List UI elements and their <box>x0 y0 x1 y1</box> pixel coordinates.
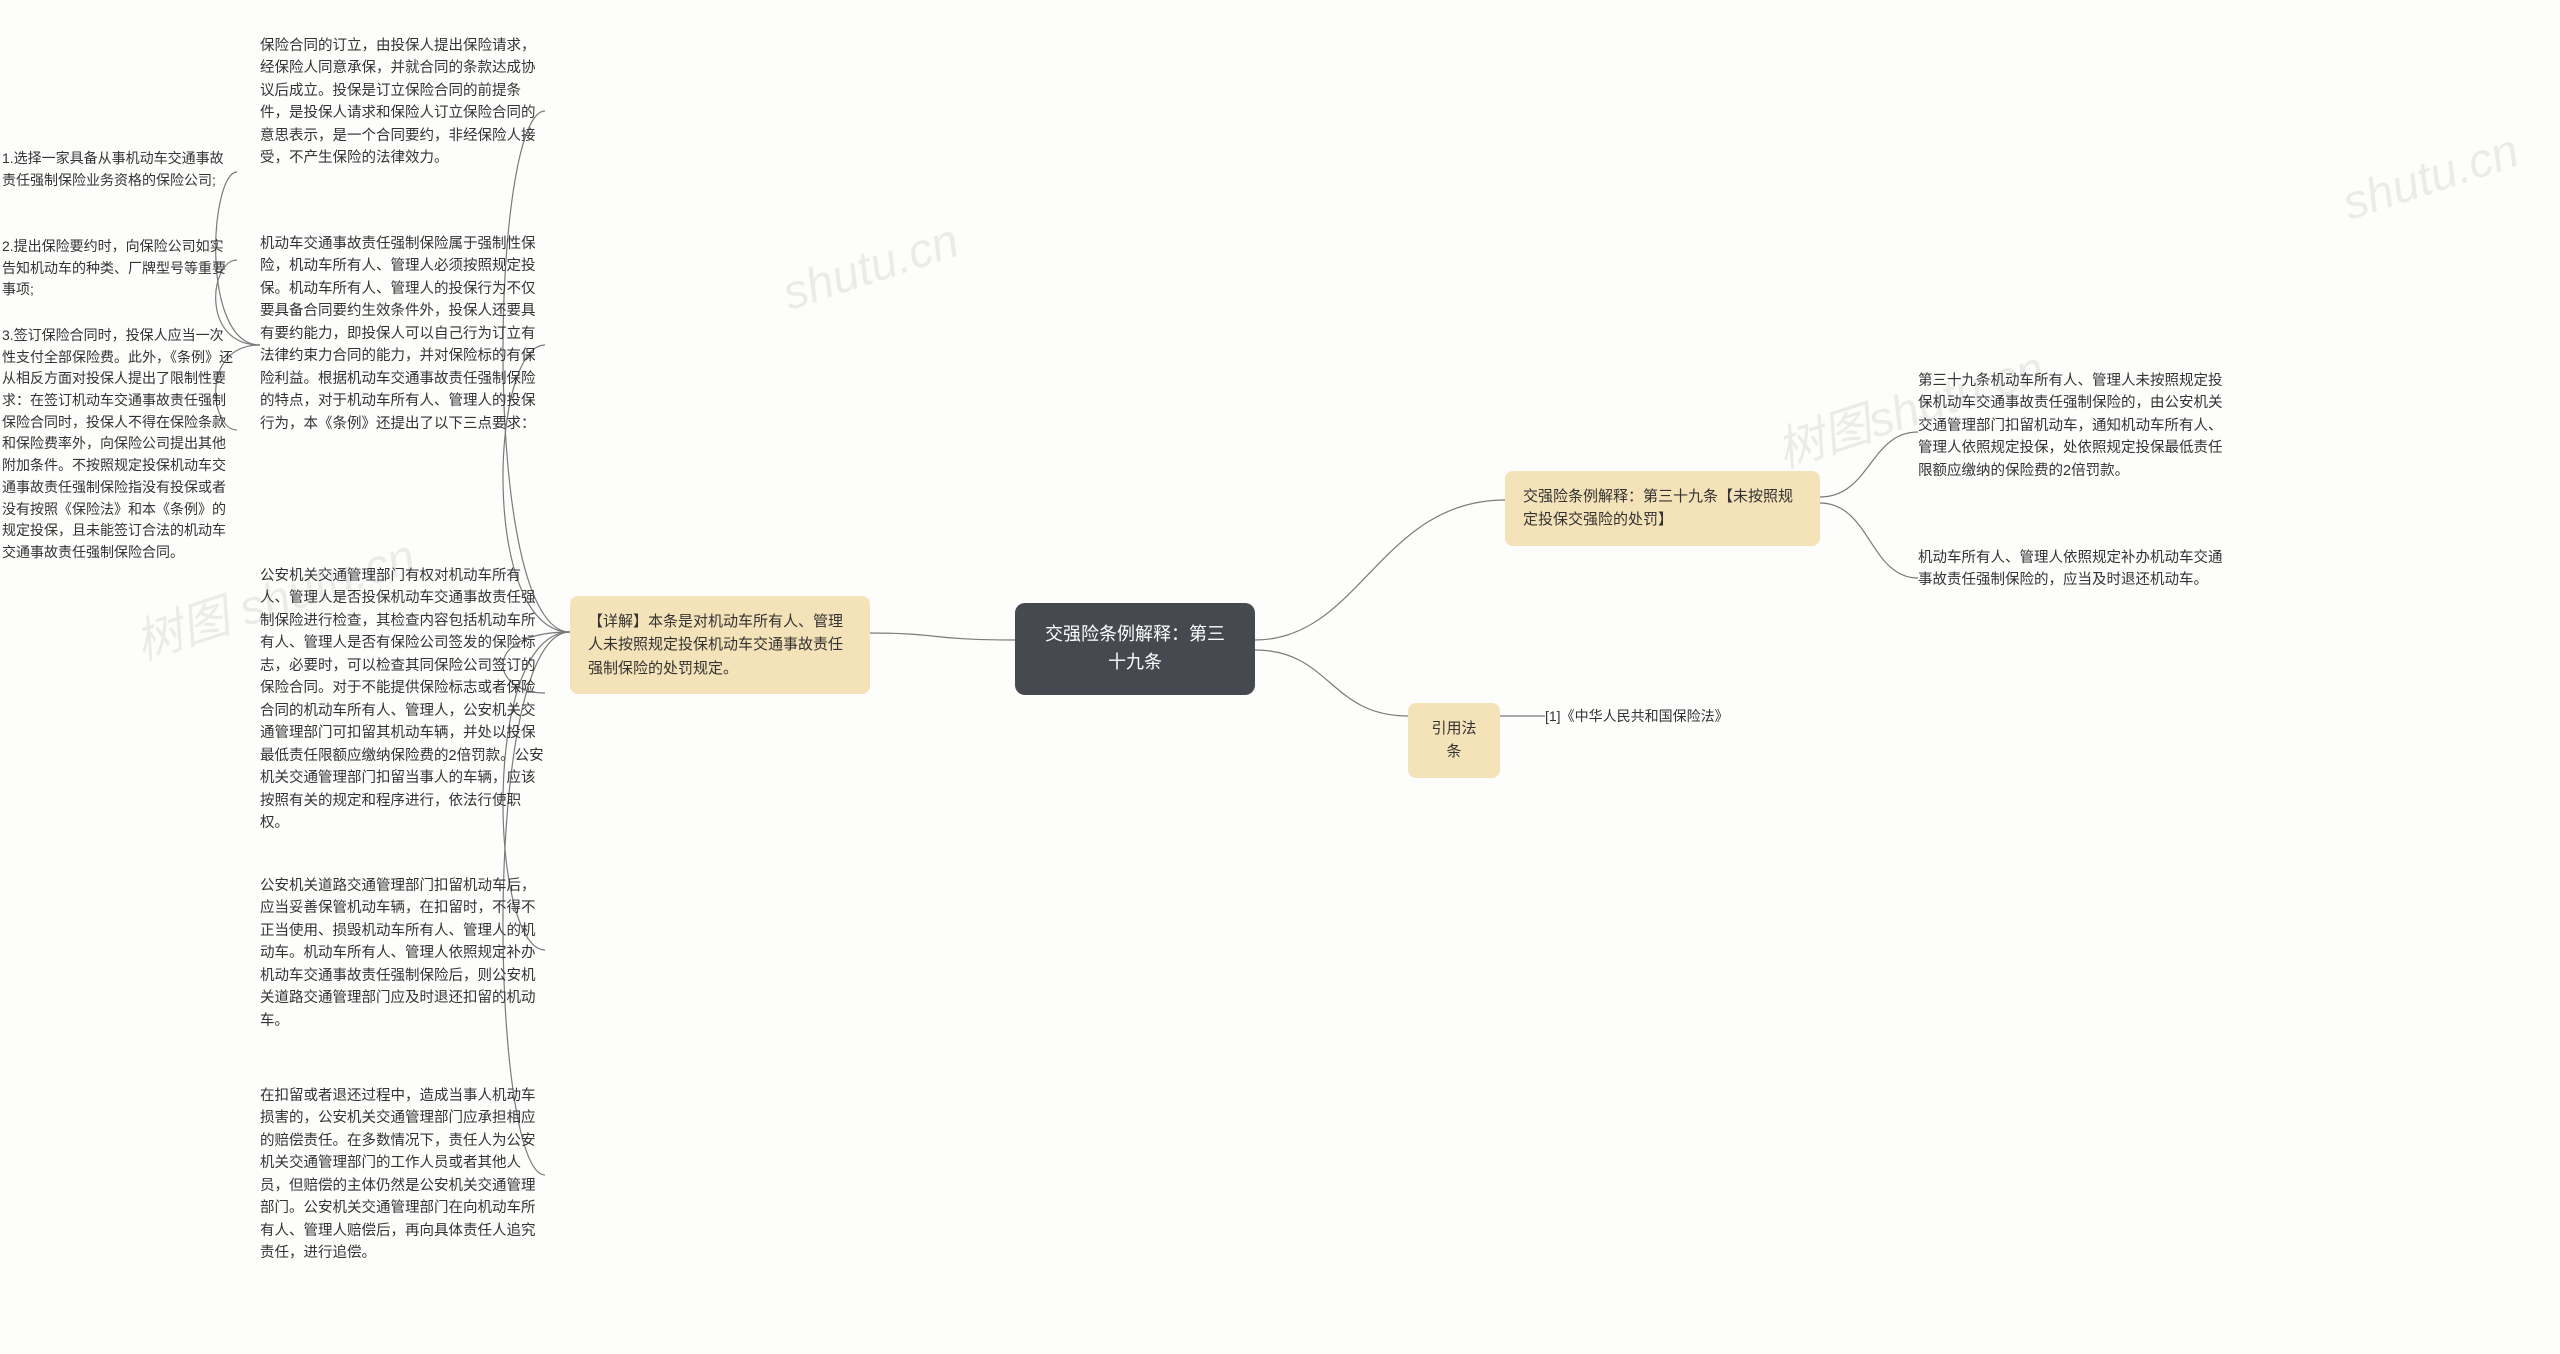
watermark: shutu.cn <box>2336 123 2526 231</box>
leaf-r1a: 第三十九条机动车所有人、管理人未按照规定投保机动车交通事故责任强制保险的，由公安… <box>1918 370 2223 482</box>
leaf-l1e: 在扣留或者退还过程中，造成当事人机动车损害的，公安机关交通管理部门应承担相应的赔… <box>260 1085 545 1265</box>
leaf-l1b1: 1.选择一家具备从事机动车交通事故责任强制保险业务资格的保险公司; <box>2 148 237 191</box>
leaf-l1d: 公安机关道路交通管理部门扣留机动车后，应当妥善保管机动车辆，在扣留时，不得不正当… <box>260 875 545 1032</box>
branch-left-explain[interactable]: 【详解】本条是对机动车所有人、管理人未按照规定投保机动车交通事故责任强制保险的处… <box>570 596 870 694</box>
watermark: shutu.cn <box>776 213 966 321</box>
leaf-l1c: 公安机关交通管理部门有权对机动车所有人、管理人是否投保机动车交通事故责任强制保险… <box>260 565 545 835</box>
root-node[interactable]: 交强险条例解释：第三十九条 <box>1015 603 1255 695</box>
branch-right-citation[interactable]: 引用法条 <box>1408 703 1500 778</box>
leaf-r2a: [1]《中华人民共和国保险法》 <box>1545 706 1775 728</box>
leaf-l1a: 保险合同的订立，由投保人提出保险请求，经保险人同意承保，并就合同的条款达成协议后… <box>260 35 545 170</box>
leaf-l1b3: 3.签订保险合同时，投保人应当一次性支付全部保险费。此外，《条例》还从相反方面对… <box>2 325 237 564</box>
branch-right-penalty[interactable]: 交强险条例解释：第三十九条【未按照规定投保交强险的处罚】 <box>1505 471 1820 546</box>
leaf-l1b: 机动车交通事故责任强制保险属于强制性保险，机动车所有人、管理人必须按照规定投保。… <box>260 233 545 435</box>
leaf-l1b2: 2.提出保险要约时，向保险公司如实告知机动车的种类、厂牌型号等重要事项; <box>2 236 237 301</box>
leaf-r1b: 机动车所有人、管理人依照规定补办机动车交通事故责任强制保险的，应当及时退还机动车… <box>1918 547 2223 592</box>
